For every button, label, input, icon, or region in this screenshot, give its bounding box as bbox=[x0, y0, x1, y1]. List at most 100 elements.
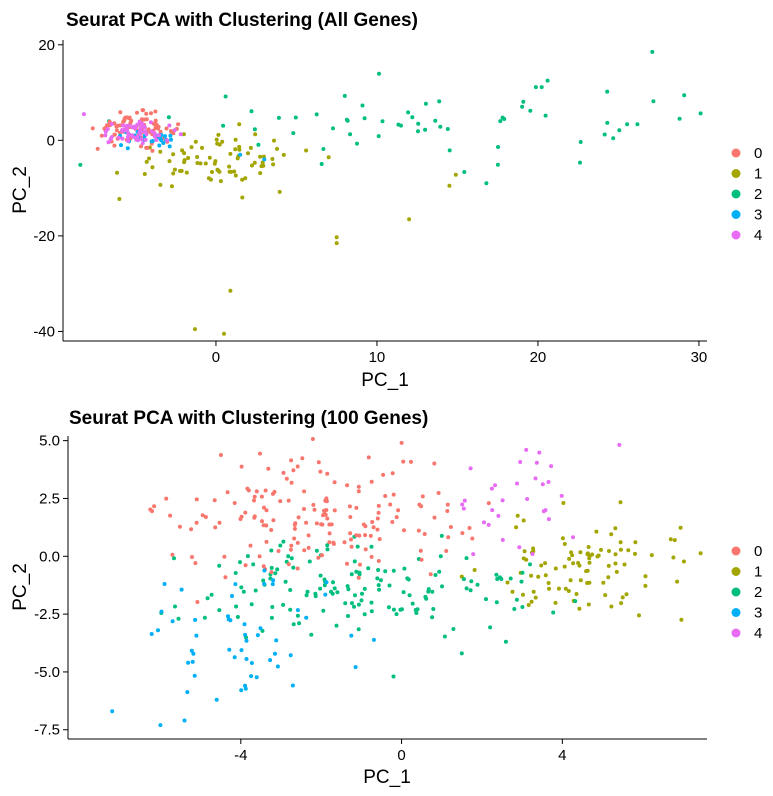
scatter-point bbox=[698, 551, 703, 556]
scatter-point bbox=[416, 121, 421, 126]
legend-label: 1 bbox=[754, 564, 762, 581]
scatter-point bbox=[227, 647, 232, 652]
scatter-point bbox=[158, 129, 163, 134]
scatter-point bbox=[442, 634, 447, 639]
scatter-point bbox=[243, 510, 248, 515]
scatter-point bbox=[241, 589, 246, 594]
scatter-point bbox=[430, 615, 435, 620]
scatter-point bbox=[556, 586, 561, 591]
scatter-point bbox=[607, 549, 611, 553]
scatter-point bbox=[240, 177, 245, 182]
legend-key bbox=[731, 587, 741, 597]
scatter-point bbox=[253, 588, 258, 593]
x-tick-label: 10 bbox=[369, 349, 386, 366]
legend-key bbox=[731, 608, 741, 617]
scatter-point bbox=[345, 584, 350, 589]
scatter-point bbox=[617, 128, 622, 133]
scatter-point bbox=[186, 156, 191, 160]
scatter-point bbox=[677, 116, 682, 121]
scatter-point bbox=[484, 597, 488, 602]
scatter-point bbox=[334, 623, 339, 628]
scatter-point bbox=[327, 531, 332, 536]
scatter-point bbox=[578, 550, 583, 555]
scatter-point bbox=[460, 531, 465, 536]
scatter-point bbox=[410, 115, 415, 120]
scatter-point bbox=[319, 162, 324, 166]
scatter-point bbox=[573, 599, 578, 604]
scatter-point bbox=[377, 71, 381, 76]
scatter-point bbox=[218, 453, 223, 457]
scatter-point bbox=[559, 493, 564, 498]
scatter-point bbox=[122, 117, 127, 121]
scatter-point bbox=[391, 607, 396, 612]
scatter-point bbox=[496, 145, 500, 149]
scatter-point bbox=[471, 552, 476, 557]
scatter-point bbox=[212, 161, 217, 166]
scatter-point bbox=[139, 137, 144, 142]
scatter-point bbox=[406, 110, 411, 115]
scatter-point bbox=[494, 572, 499, 577]
scatter-point bbox=[189, 648, 194, 653]
scatter-point bbox=[354, 569, 359, 574]
scatter-point bbox=[494, 600, 499, 605]
scatter-point bbox=[482, 520, 486, 525]
y-tick-label: -20 bbox=[33, 228, 55, 245]
scatter-point bbox=[144, 159, 149, 164]
scatter-point bbox=[533, 476, 538, 481]
scatter-point bbox=[551, 610, 556, 615]
scatter-point bbox=[675, 579, 680, 584]
scatter-point bbox=[344, 117, 349, 122]
legend-key bbox=[731, 230, 741, 240]
scatter-point bbox=[371, 637, 376, 642]
legend: 0 1 2 3 4 bbox=[731, 145, 762, 244]
scatter-point bbox=[269, 565, 274, 570]
scatter-point bbox=[156, 628, 160, 633]
scatter-point bbox=[540, 482, 545, 487]
scatter-point bbox=[637, 613, 641, 618]
scatter-point bbox=[567, 556, 572, 561]
scatter-point bbox=[543, 508, 548, 513]
scatter-point bbox=[484, 181, 489, 186]
y-tick-label: -40 bbox=[33, 323, 55, 340]
scatter-point bbox=[529, 599, 534, 604]
scatter-point bbox=[228, 151, 233, 156]
scatter-point bbox=[651, 99, 656, 104]
scatter-point bbox=[261, 578, 266, 583]
scatter-point bbox=[304, 520, 309, 525]
scatter-point bbox=[153, 118, 158, 123]
scatter-point bbox=[417, 502, 422, 507]
scatter-point bbox=[260, 160, 265, 165]
scatter-point bbox=[394, 612, 399, 617]
scatter-point bbox=[643, 583, 648, 588]
scatter-point bbox=[529, 573, 534, 578]
scatter-point bbox=[560, 536, 565, 541]
scatter-point bbox=[682, 93, 687, 98]
scatter-point bbox=[525, 497, 530, 501]
scatter-point bbox=[112, 132, 117, 137]
scatter-point bbox=[698, 111, 703, 116]
scatter-point bbox=[618, 547, 623, 552]
scatter-point bbox=[578, 578, 583, 583]
scatter-point bbox=[304, 615, 309, 620]
scatter-point bbox=[586, 545, 591, 549]
scatter-point bbox=[200, 145, 204, 150]
scatter-point bbox=[238, 560, 242, 565]
scatter-point bbox=[296, 515, 301, 520]
scatter-point bbox=[268, 658, 273, 663]
scatter-point bbox=[269, 570, 274, 575]
scatter-point bbox=[209, 592, 214, 597]
scatter-point bbox=[401, 590, 406, 595]
legend-label: 0 bbox=[754, 145, 762, 162]
scatter-point bbox=[78, 162, 83, 167]
scatter-point bbox=[249, 674, 254, 679]
scatter-point bbox=[414, 611, 419, 615]
scatter-point bbox=[546, 480, 551, 484]
scatter-point bbox=[396, 508, 401, 513]
legend-key bbox=[731, 546, 741, 556]
scatter-point bbox=[650, 49, 655, 54]
scatter-point bbox=[376, 559, 381, 563]
x-axis-label: PC_1 bbox=[361, 370, 409, 391]
scatter-point bbox=[426, 587, 431, 592]
scatter-point bbox=[129, 118, 134, 123]
scatter-point bbox=[362, 612, 367, 617]
